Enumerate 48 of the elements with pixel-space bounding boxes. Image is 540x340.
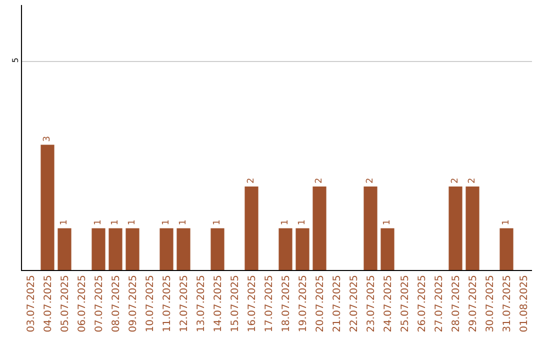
x-tick-label: 30.07.2025 [484, 275, 496, 332]
x-tick-label: 16.07.2025 [246, 275, 258, 332]
x-tick-label: 03.07.2025 [26, 275, 37, 332]
x-tick-label: 06.07.2025 [76, 275, 88, 332]
data-label: 1 [212, 220, 222, 226]
x-tick-label: 31.07.2025 [502, 275, 513, 332]
x-tick-label: 08.07.2025 [110, 275, 122, 332]
x-tick-label: 27.07.2025 [434, 275, 445, 332]
data-label: 1 [280, 220, 290, 226]
data-label: 1 [60, 220, 70, 226]
data-label: 1 [502, 220, 512, 226]
data-label: 1 [178, 220, 188, 226]
data-label: 1 [162, 220, 172, 226]
x-tick-label: 07.07.2025 [94, 275, 105, 332]
data-label: 1 [128, 220, 138, 226]
data-label: 3 [42, 136, 52, 142]
x-tick-label: 15.07.2025 [230, 275, 241, 332]
x-tick-label: 24.07.2025 [382, 275, 394, 332]
x-tick-label: 17.07.2025 [264, 275, 275, 332]
x-tick-label: 21.07.2025 [332, 275, 343, 332]
x-tick-label: 18.07.2025 [280, 275, 292, 332]
x-tick-label: 19.07.2025 [298, 275, 309, 332]
x-tick-label: 05.07.2025 [60, 275, 71, 332]
x-tick-label: 13.07.2025 [196, 275, 207, 332]
data-label: 2 [450, 178, 460, 184]
x-tick-label: 25.07.2025 [400, 275, 411, 332]
x-tick-label: 10.07.2025 [144, 275, 156, 332]
x-tick-label: 23.07.2025 [366, 275, 377, 332]
x-tick-label: 04.07.2025 [42, 275, 54, 332]
data-label: 1 [110, 220, 120, 226]
y-tick-label: 5 [10, 58, 20, 63]
data-label: 2 [246, 178, 256, 184]
data-label: 2 [314, 178, 324, 184]
x-tick-label: 20.07.2025 [314, 275, 326, 332]
x-tick-label: 28.07.2025 [450, 275, 462, 332]
x-tick-label: 26.07.2025 [416, 275, 428, 332]
x-tick-label: 09.07.2025 [128, 275, 139, 332]
x-tick-label: 22.07.2025 [348, 275, 360, 332]
x-tick-label: 01.08.2025 [518, 275, 530, 332]
x-tick-label: 11.07.2025 [162, 275, 173, 332]
data-label: 1 [298, 220, 308, 226]
x-tick-label: 12.07.2025 [178, 275, 190, 332]
x-tick-label: 29.07.2025 [468, 275, 479, 332]
data-label: 2 [366, 178, 376, 184]
data-label: 2 [468, 178, 478, 184]
data-label: 1 [382, 220, 392, 226]
data-label: 1 [94, 220, 104, 226]
x-tick-label: 14.07.2025 [212, 275, 224, 332]
